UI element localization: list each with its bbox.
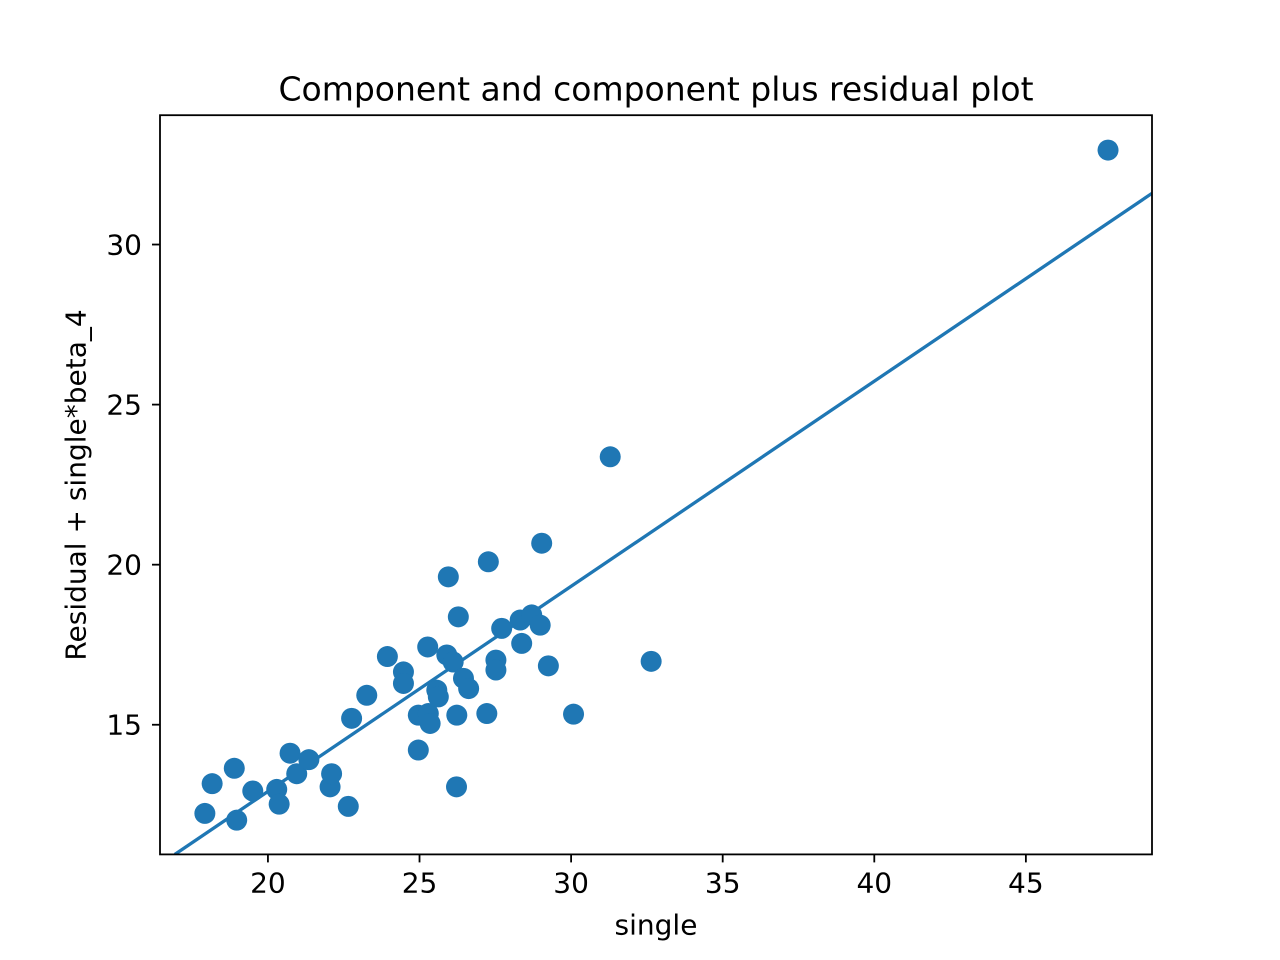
- scatter-point: [417, 636, 439, 658]
- scatter-point: [447, 606, 469, 628]
- plot-border: [159, 114, 1153, 856]
- scatter-point: [242, 780, 264, 802]
- x-axis-label: single: [614, 908, 698, 942]
- scatter-point: [194, 802, 216, 824]
- scatter-point: [279, 742, 301, 764]
- scatter-point: [376, 646, 398, 668]
- scatter-point: [640, 650, 662, 672]
- scatter-point: [356, 684, 378, 706]
- scatter-point: [427, 686, 449, 708]
- scatter-point: [286, 763, 308, 785]
- scatter-point: [458, 678, 480, 700]
- y-tick-label: 15: [106, 709, 142, 742]
- scatter-point: [599, 446, 621, 468]
- scatter-point: [446, 704, 468, 726]
- scatter-point: [491, 617, 513, 639]
- scatter-point: [563, 703, 585, 725]
- scatter-point: [392, 672, 414, 694]
- scatter-point: [268, 793, 290, 815]
- scatter-point: [201, 773, 223, 795]
- scatter-point: [321, 763, 343, 785]
- scatter-point: [446, 776, 468, 798]
- y-tick-label: 25: [106, 389, 142, 422]
- scatter-point: [419, 712, 441, 734]
- chart-title: Component and component plus residual pl…: [278, 69, 1034, 109]
- scatter-point: [298, 749, 320, 771]
- scatter-point: [341, 707, 363, 729]
- y-axis-label: Residual + single*beta_4: [59, 309, 93, 661]
- x-tick-label: 45: [1008, 866, 1044, 899]
- scatter-point: [337, 795, 359, 817]
- scatter-point: [226, 809, 248, 831]
- fit-line: [173, 191, 1152, 855]
- x-tick-label: 30: [553, 866, 589, 899]
- scatter-point: [531, 532, 553, 554]
- scatter-point: [537, 655, 559, 677]
- scatter-point: [442, 651, 464, 673]
- x-tick-label: 25: [402, 866, 438, 899]
- scatter-point: [485, 659, 507, 681]
- scatter-point: [529, 614, 551, 636]
- scatter-point: [476, 703, 498, 725]
- scatter-point: [407, 739, 429, 761]
- x-tick-label: 35: [705, 866, 741, 899]
- x-tick-label: 20: [250, 866, 286, 899]
- scatter-point: [1097, 139, 1119, 161]
- x-tick-label: 40: [856, 866, 892, 899]
- y-tick-label: 30: [106, 229, 142, 262]
- scatter-point: [437, 566, 459, 588]
- scatter-point: [477, 551, 499, 573]
- scatter-point: [511, 632, 533, 654]
- y-tick-label: 20: [106, 549, 142, 582]
- scatter-point: [223, 757, 245, 779]
